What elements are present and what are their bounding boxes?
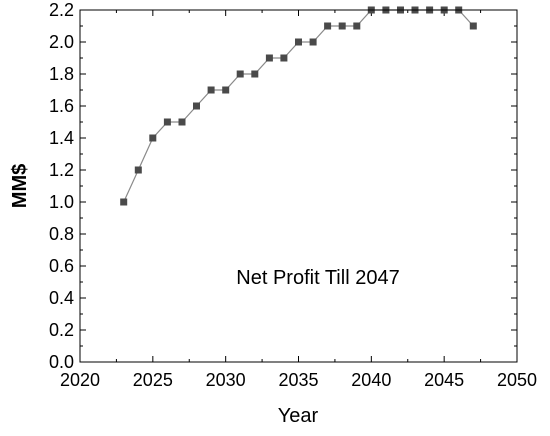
data-point-marker [324,22,332,30]
x-tick-label: 2040 [351,370,391,390]
data-point-marker [120,198,128,206]
data-point-marker [236,70,244,78]
data-point-marker [265,54,273,62]
y-tick-label: 0.8 [49,224,74,244]
y-tick-label: 1.2 [49,160,74,180]
axis-ticks [79,9,518,363]
y-tick-label: 0.6 [49,256,74,276]
data-point-marker [353,22,361,30]
data-point-marker [178,118,186,126]
data-point-marker [149,134,157,142]
x-tick-label: 2030 [206,370,246,390]
y-tick-label: 1.8 [49,64,74,84]
data-point-marker [207,86,215,94]
y-tick-label: 0.2 [49,320,74,340]
x-tick-label: 2025 [133,370,173,390]
x-tick-label: 2035 [278,370,318,390]
x-tick-label: 2045 [424,370,464,390]
data-point-marker [295,38,302,46]
data-point-marker [134,166,142,174]
data-point-marker [222,86,230,94]
data-point-marker [469,22,477,30]
x-tick-label: 2050 [497,370,537,390]
y-tick-label: 1.4 [49,128,74,148]
y-tick-label: 2.2 [49,0,74,20]
y-tick-label: 0.4 [49,288,74,308]
data-point-marker [251,70,259,78]
data-point-marker [163,118,171,126]
y-axis-title: MM$ [9,164,31,208]
y-tick-label: 0.0 [49,352,74,372]
data-point-marker [193,102,200,110]
tick-labels: 2020 2025 2030 2035 2040 2045 2050 0.0 0.2 0.4 0.6… [49,0,537,390]
plot-frame [79,9,518,363]
data-point-marker [309,38,317,46]
y-tick-label: 2.0 [49,32,74,52]
y-tick-label: 1.6 [49,96,74,116]
data-point-marker [280,54,288,62]
chart-annotation: Net Profit Till 2047 [236,267,399,289]
series-layer [120,6,477,206]
x-tick-label: 2020 [60,370,100,390]
y-tick-label: 1.0 [49,192,74,212]
x-axis-title: Year [278,405,319,427]
data-point-marker [338,22,346,30]
